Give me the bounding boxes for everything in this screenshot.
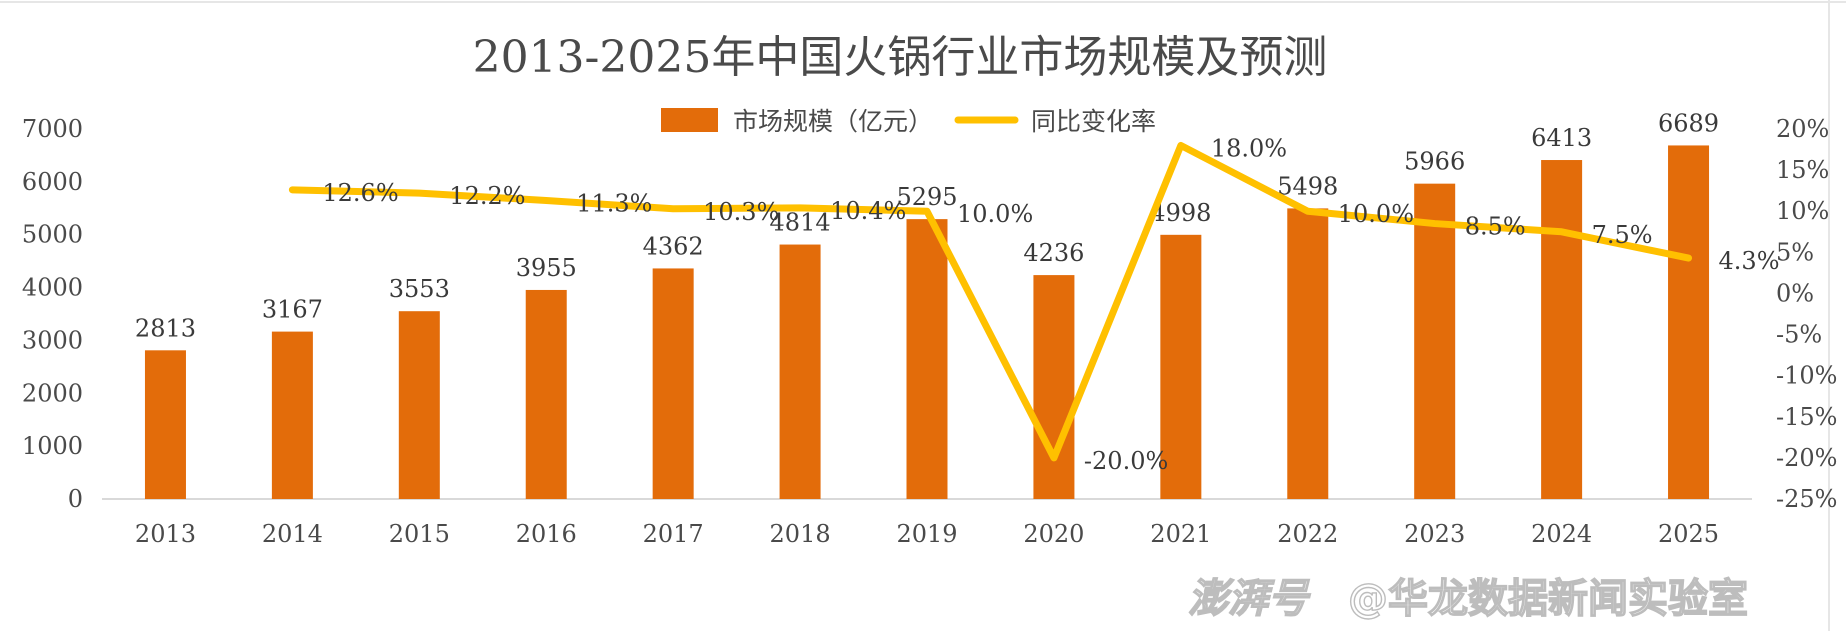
x-tick-label: 2024 — [1531, 520, 1592, 548]
right-tick-label: 20% — [1776, 115, 1829, 143]
legend-label-bar: 市场规模（亿元） — [733, 107, 933, 136]
legend-label-line: 同比变化率 — [1031, 107, 1156, 136]
bar-value-label: 4236 — [1023, 239, 1084, 267]
change-rate-line — [288, 141, 1693, 462]
right-tick-label: -25% — [1776, 485, 1837, 513]
line-value-label: 11.3% — [576, 190, 652, 218]
x-tick-label: 2020 — [1023, 520, 1084, 548]
right-tick-label: -20% — [1776, 444, 1837, 472]
left-tick-label: 6000 — [22, 168, 83, 196]
bar — [271, 331, 313, 499]
bar — [1160, 234, 1202, 499]
line-value-label: -20.0% — [1084, 447, 1168, 475]
bar-value-label: 5295 — [896, 183, 957, 211]
left-tick-label: 5000 — [22, 221, 83, 249]
legend: 市场规模（亿元） 同比变化率 — [661, 107, 1156, 136]
x-tick-label: 2015 — [389, 520, 450, 548]
watermark-logo: 澎湃号 — [1188, 576, 1311, 622]
x-tick-label: 2017 — [643, 520, 704, 548]
bar — [398, 311, 440, 499]
bar — [1668, 145, 1710, 499]
line-value-label: 4.3% — [1719, 247, 1780, 275]
bar — [144, 350, 186, 499]
right-tick-label: 10% — [1776, 197, 1829, 225]
line-value-label: 8.5% — [1465, 213, 1526, 241]
bar — [1541, 160, 1583, 499]
right-tick-label: 15% — [1776, 156, 1829, 184]
bar — [906, 219, 948, 499]
watermark: 澎湃号 @华龙数据新闻实验室 — [1187, 575, 1748, 622]
left-tick-label: 1000 — [22, 432, 83, 460]
chart-title: 2013-2025年中国火锅行业市场规模及预测 — [473, 32, 1328, 83]
x-axis-ticks: 2013 2014 2015 2016 2017 2018 2019 2020 2021 2022… — [135, 520, 1719, 548]
line-value-label: 10.0% — [1338, 200, 1414, 228]
line-data-labels: 12.6% 12.2% 11.3% 10.3% 10.4% 10.0% -20.0% 18.0… — [322, 134, 1779, 474]
x-tick-label: 2019 — [896, 520, 957, 548]
bar — [1414, 183, 1456, 499]
left-tick-label: 0 — [68, 485, 83, 513]
bar — [525, 289, 567, 499]
line-value-label: 7.5% — [1592, 221, 1653, 249]
bar-value-label: 5966 — [1404, 148, 1465, 176]
watermark-account: @华龙数据新闻实验室 — [1348, 576, 1748, 622]
bar-series — [144, 145, 1710, 500]
left-tick-label: 3000 — [22, 326, 83, 354]
right-axis-ticks: -25% -20% -15% -10% -5% 0% 5% 10% 15% 20% — [1776, 115, 1837, 513]
line-series — [288, 141, 1693, 462]
right-tick-label: 5% — [1776, 238, 1814, 266]
bar-value-label: 6689 — [1658, 109, 1719, 137]
line-value-label: 10.0% — [957, 200, 1033, 228]
legend-swatch-bar — [661, 108, 718, 132]
x-tick-label: 2022 — [1277, 520, 1338, 548]
left-axis-ticks: 0 1000 2000 3000 4000 5000 6000 7000 — [22, 115, 83, 513]
x-tick-label: 2016 — [516, 520, 577, 548]
bar — [652, 268, 694, 499]
right-tick-label: -10% — [1776, 362, 1837, 390]
bar-value-label: 3955 — [516, 254, 577, 282]
left-tick-label: 4000 — [22, 274, 83, 302]
bar-value-label: 4814 — [770, 209, 831, 237]
bar — [1033, 275, 1075, 499]
bar — [779, 244, 821, 499]
left-tick-label: 2000 — [22, 379, 83, 407]
x-tick-label: 2023 — [1404, 520, 1465, 548]
bar-value-label: 3553 — [389, 275, 450, 303]
line-value-label: 18.0% — [1211, 134, 1287, 162]
x-tick-label: 2014 — [262, 520, 323, 548]
x-tick-label: 2018 — [770, 520, 831, 548]
line-value-label: 10.4% — [830, 197, 906, 225]
line-value-label: 10.3% — [703, 198, 779, 226]
bar-value-label: 6413 — [1531, 124, 1592, 152]
right-tick-label: 0% — [1776, 279, 1814, 307]
bar-value-label: 4362 — [643, 232, 704, 260]
x-tick-label: 2025 — [1658, 520, 1719, 548]
right-tick-label: -5% — [1776, 321, 1822, 349]
bar-value-label: 2813 — [135, 314, 196, 342]
bar-data-labels: 2813316735533955436248145295423649985498… — [135, 109, 1719, 342]
bar-value-label: 3167 — [262, 296, 323, 324]
bar-value-label: 5498 — [1277, 172, 1338, 200]
line-value-label: 12.6% — [322, 179, 398, 207]
bar — [1287, 208, 1329, 500]
left-tick-label: 7000 — [22, 115, 83, 143]
x-tick-label: 2021 — [1150, 520, 1211, 548]
right-tick-label: -15% — [1776, 403, 1837, 431]
x-tick-label: 2013 — [135, 520, 196, 548]
line-value-label: 12.2% — [449, 182, 525, 210]
